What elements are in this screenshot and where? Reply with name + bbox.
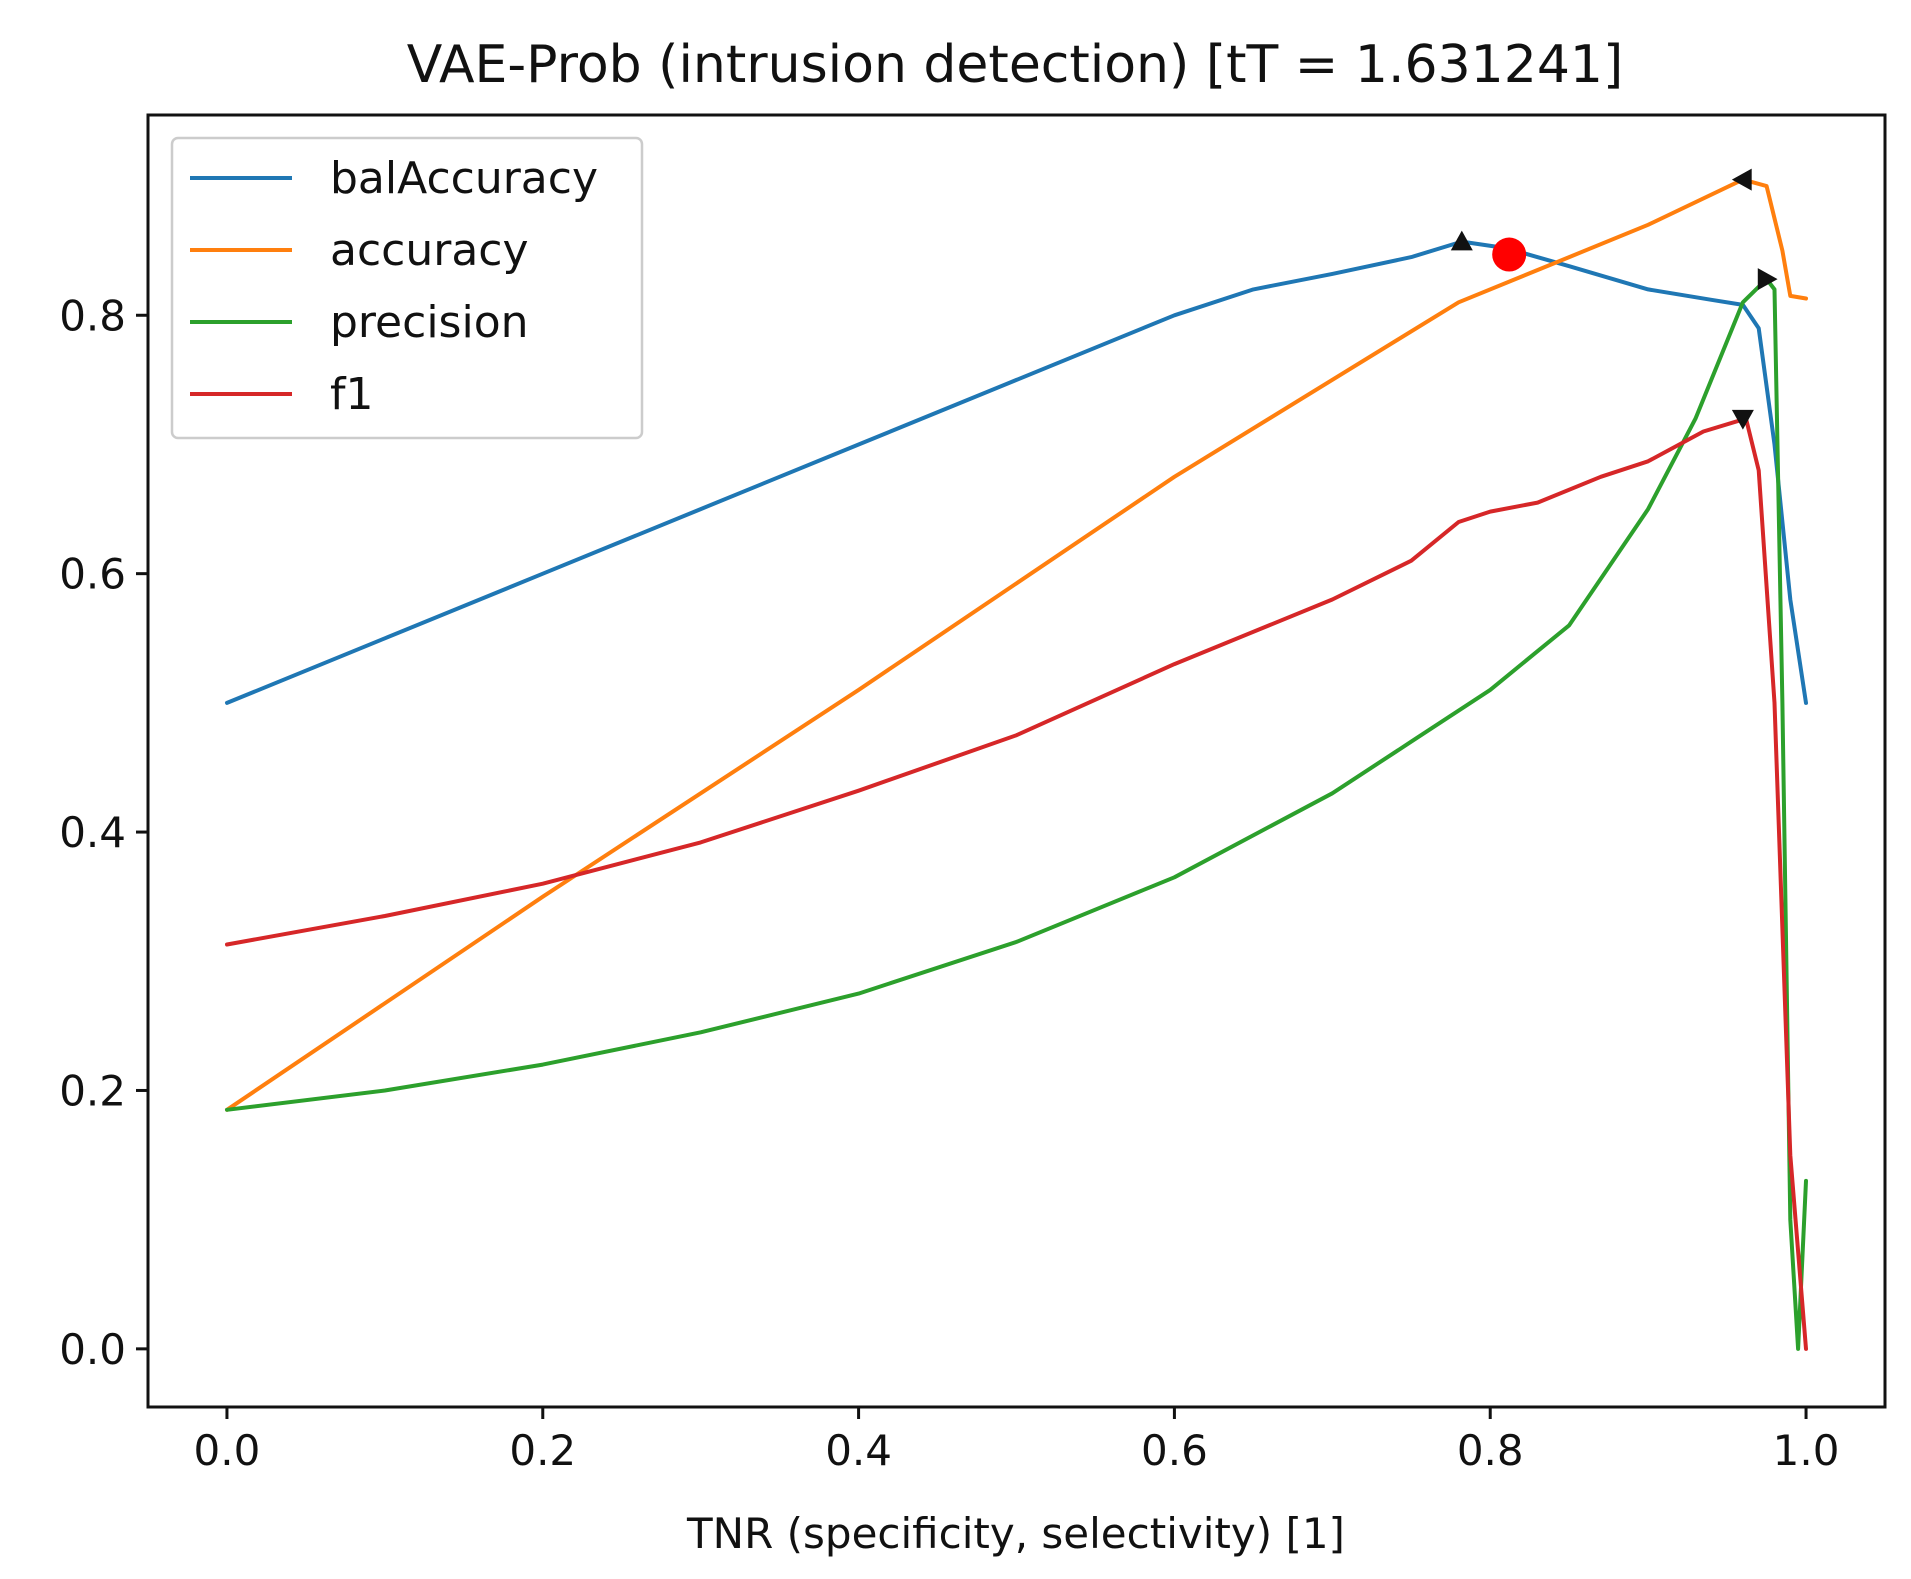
legend-label-f1: f1 [330, 369, 373, 420]
y-tick-label: 0.8 [59, 291, 126, 340]
axes-frame [146, 113, 1887, 1409]
chart-title: VAE-Prob (intrusion detection) [tT = 1.6… [407, 35, 1624, 95]
x-axis-label: TNR (specificity, selectivity) [1] [686, 1509, 1345, 1558]
y-axis: 0.0 0.2 0.4 0.6 0.8 [59, 291, 148, 1374]
series-line-f1 [225, 416, 1808, 1351]
x-axis: 0.0 0.2 0.4 0.6 0.8 1.0 [194, 1407, 1840, 1475]
legend-label-accuracy: accuracy [330, 225, 529, 276]
y-tick-label: 0.4 [59, 808, 126, 857]
x-tick-label: 0.4 [825, 1426, 892, 1475]
marker-precision-max [1757, 268, 1778, 291]
series-line-precision [225, 277, 1808, 1351]
marker-selected-threshold [1492, 237, 1527, 272]
legend-label-balaccuracy: balAccuracy [330, 153, 598, 204]
legend-frame [170, 136, 644, 440]
legend: balAccuracy accuracy precision f1 [170, 136, 644, 440]
y-tick-label: 0.0 [59, 1325, 126, 1374]
legend-label-precision: precision [330, 297, 529, 348]
plot-area [225, 168, 1808, 1351]
marker-balAccuracy-max [1450, 230, 1473, 251]
x-tick-label: 1.0 [1773, 1426, 1840, 1475]
y-tick-label: 0.6 [59, 550, 126, 599]
x-tick-label: 0.0 [194, 1426, 261, 1475]
x-tick-label: 0.6 [1141, 1426, 1208, 1475]
x-tick-label: 0.2 [509, 1426, 576, 1475]
y-tick-label: 0.2 [59, 1066, 126, 1115]
marker-f1-max [1731, 409, 1754, 430]
series-line-balaccuracy [225, 239, 1808, 705]
marker-accuracy-max [1731, 168, 1752, 191]
x-tick-label: 0.8 [1457, 1426, 1524, 1475]
series-line-accuracy [225, 177, 1808, 1112]
